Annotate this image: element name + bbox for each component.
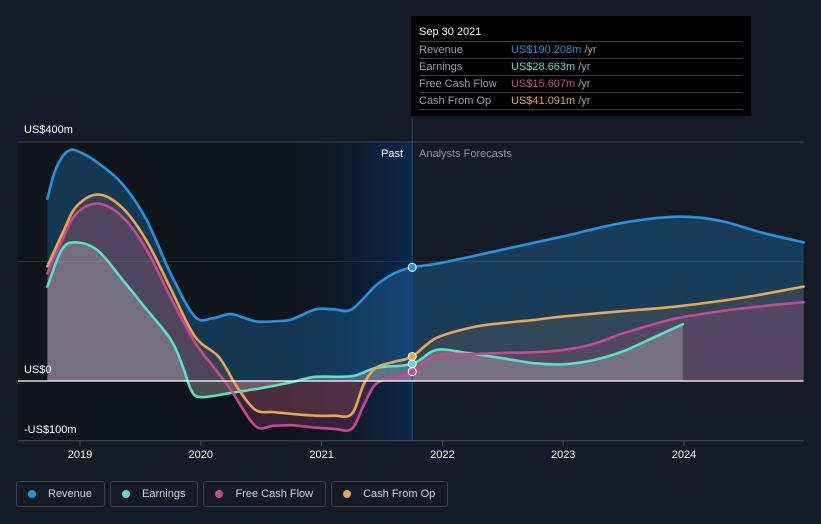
area-cash-from-op [47, 194, 804, 417]
line-cash-from-op [46, 193, 805, 418]
tooltip-value: US$28.663m [511, 61, 576, 73]
tooltip-unit: /yr [578, 78, 591, 90]
legend-label: Cash From Op [363, 488, 436, 500]
highlight-markers [407, 262, 417, 377]
axes [18, 118, 804, 446]
series-lines [46, 148, 805, 432]
x-tick-label: 2021 [309, 449, 333, 461]
x-tick-label: 2023 [551, 449, 575, 461]
x-tick-label: 2022 [430, 449, 454, 461]
y-tick-label-neg100: -US$100m [24, 424, 77, 436]
x-tick-label: 2020 [189, 449, 213, 461]
past-highlight-region [291, 142, 413, 441]
tooltip-date: Sep 30 2021 [419, 24, 743, 42]
line-free-cash-flow [46, 202, 805, 432]
tooltip-label: Revenue [419, 44, 464, 56]
marker-revenue [407, 262, 417, 272]
marker-earnings [407, 359, 417, 369]
tooltip-row-revenue: Revenue US$190.208m /yr [419, 42, 743, 59]
gridlines [18, 141, 804, 262]
legend-item-cash-from-op[interactable]: Cash From Op [331, 481, 449, 507]
tooltip-unit: /yr [578, 95, 591, 107]
legend-dot-icon [28, 490, 36, 498]
tooltip-row-cash-from-op: Cash From Op US$41.091m /yr [419, 93, 743, 110]
legend-item-free-cash-flow[interactable]: Free Cash Flow [203, 481, 327, 507]
tooltip-label: Earnings [419, 61, 463, 73]
tooltip-label: Free Cash Flow [419, 78, 497, 90]
tooltip-value: US$190.208m [511, 44, 582, 56]
x-tick-labels: 2019 2020 2021 2022 2023 2024 [68, 449, 696, 461]
tooltip-unit: /yr [578, 61, 591, 73]
marker-cash-from-op [407, 351, 417, 361]
tooltip-row-earnings: Earnings US$28.663m /yr [419, 59, 743, 76]
legend-dot-icon [343, 490, 352, 498]
marker-free-cash-flow [407, 367, 417, 377]
legend: Revenue Earnings Free Cash Flow Cash Fro… [16, 481, 449, 507]
tooltip-label: Cash From Op [419, 95, 492, 107]
tooltip-value: US$15.607m [511, 78, 576, 90]
legend-item-earnings[interactable]: Earnings [110, 481, 199, 507]
series-areas [47, 149, 804, 431]
tooltip-value: US$41.091m [511, 95, 576, 107]
tooltip-row-free-cash-flow: Free Cash Flow US$15.607m /yr [419, 76, 743, 93]
chart-background [18, 142, 413, 441]
area-free-cash-flow [47, 203, 804, 431]
tooltip-unit: /yr [584, 44, 597, 56]
x-tick-label: 2024 [672, 449, 696, 461]
past-label: Past [381, 148, 403, 160]
legend-dot-icon [215, 490, 224, 498]
legend-label: Revenue [48, 488, 93, 500]
legend-item-revenue[interactable]: Revenue [16, 481, 106, 507]
x-tick-label: 2019 [68, 449, 92, 461]
y-tick-label-0: US$0 [24, 364, 52, 376]
y-tick-label-400: US$400m [24, 124, 73, 136]
legend-label: Free Cash Flow [235, 488, 314, 500]
forecast-label: Analysts Forecasts [419, 148, 512, 160]
line-revenue [46, 148, 805, 324]
line-earnings [46, 241, 685, 399]
legend-dot-icon [122, 490, 131, 498]
area-revenue [47, 149, 804, 381]
legend-label: Earnings [142, 488, 186, 500]
tooltip: Sep 30 2021 Revenue US$190.208m /yr Earn… [411, 16, 751, 116]
